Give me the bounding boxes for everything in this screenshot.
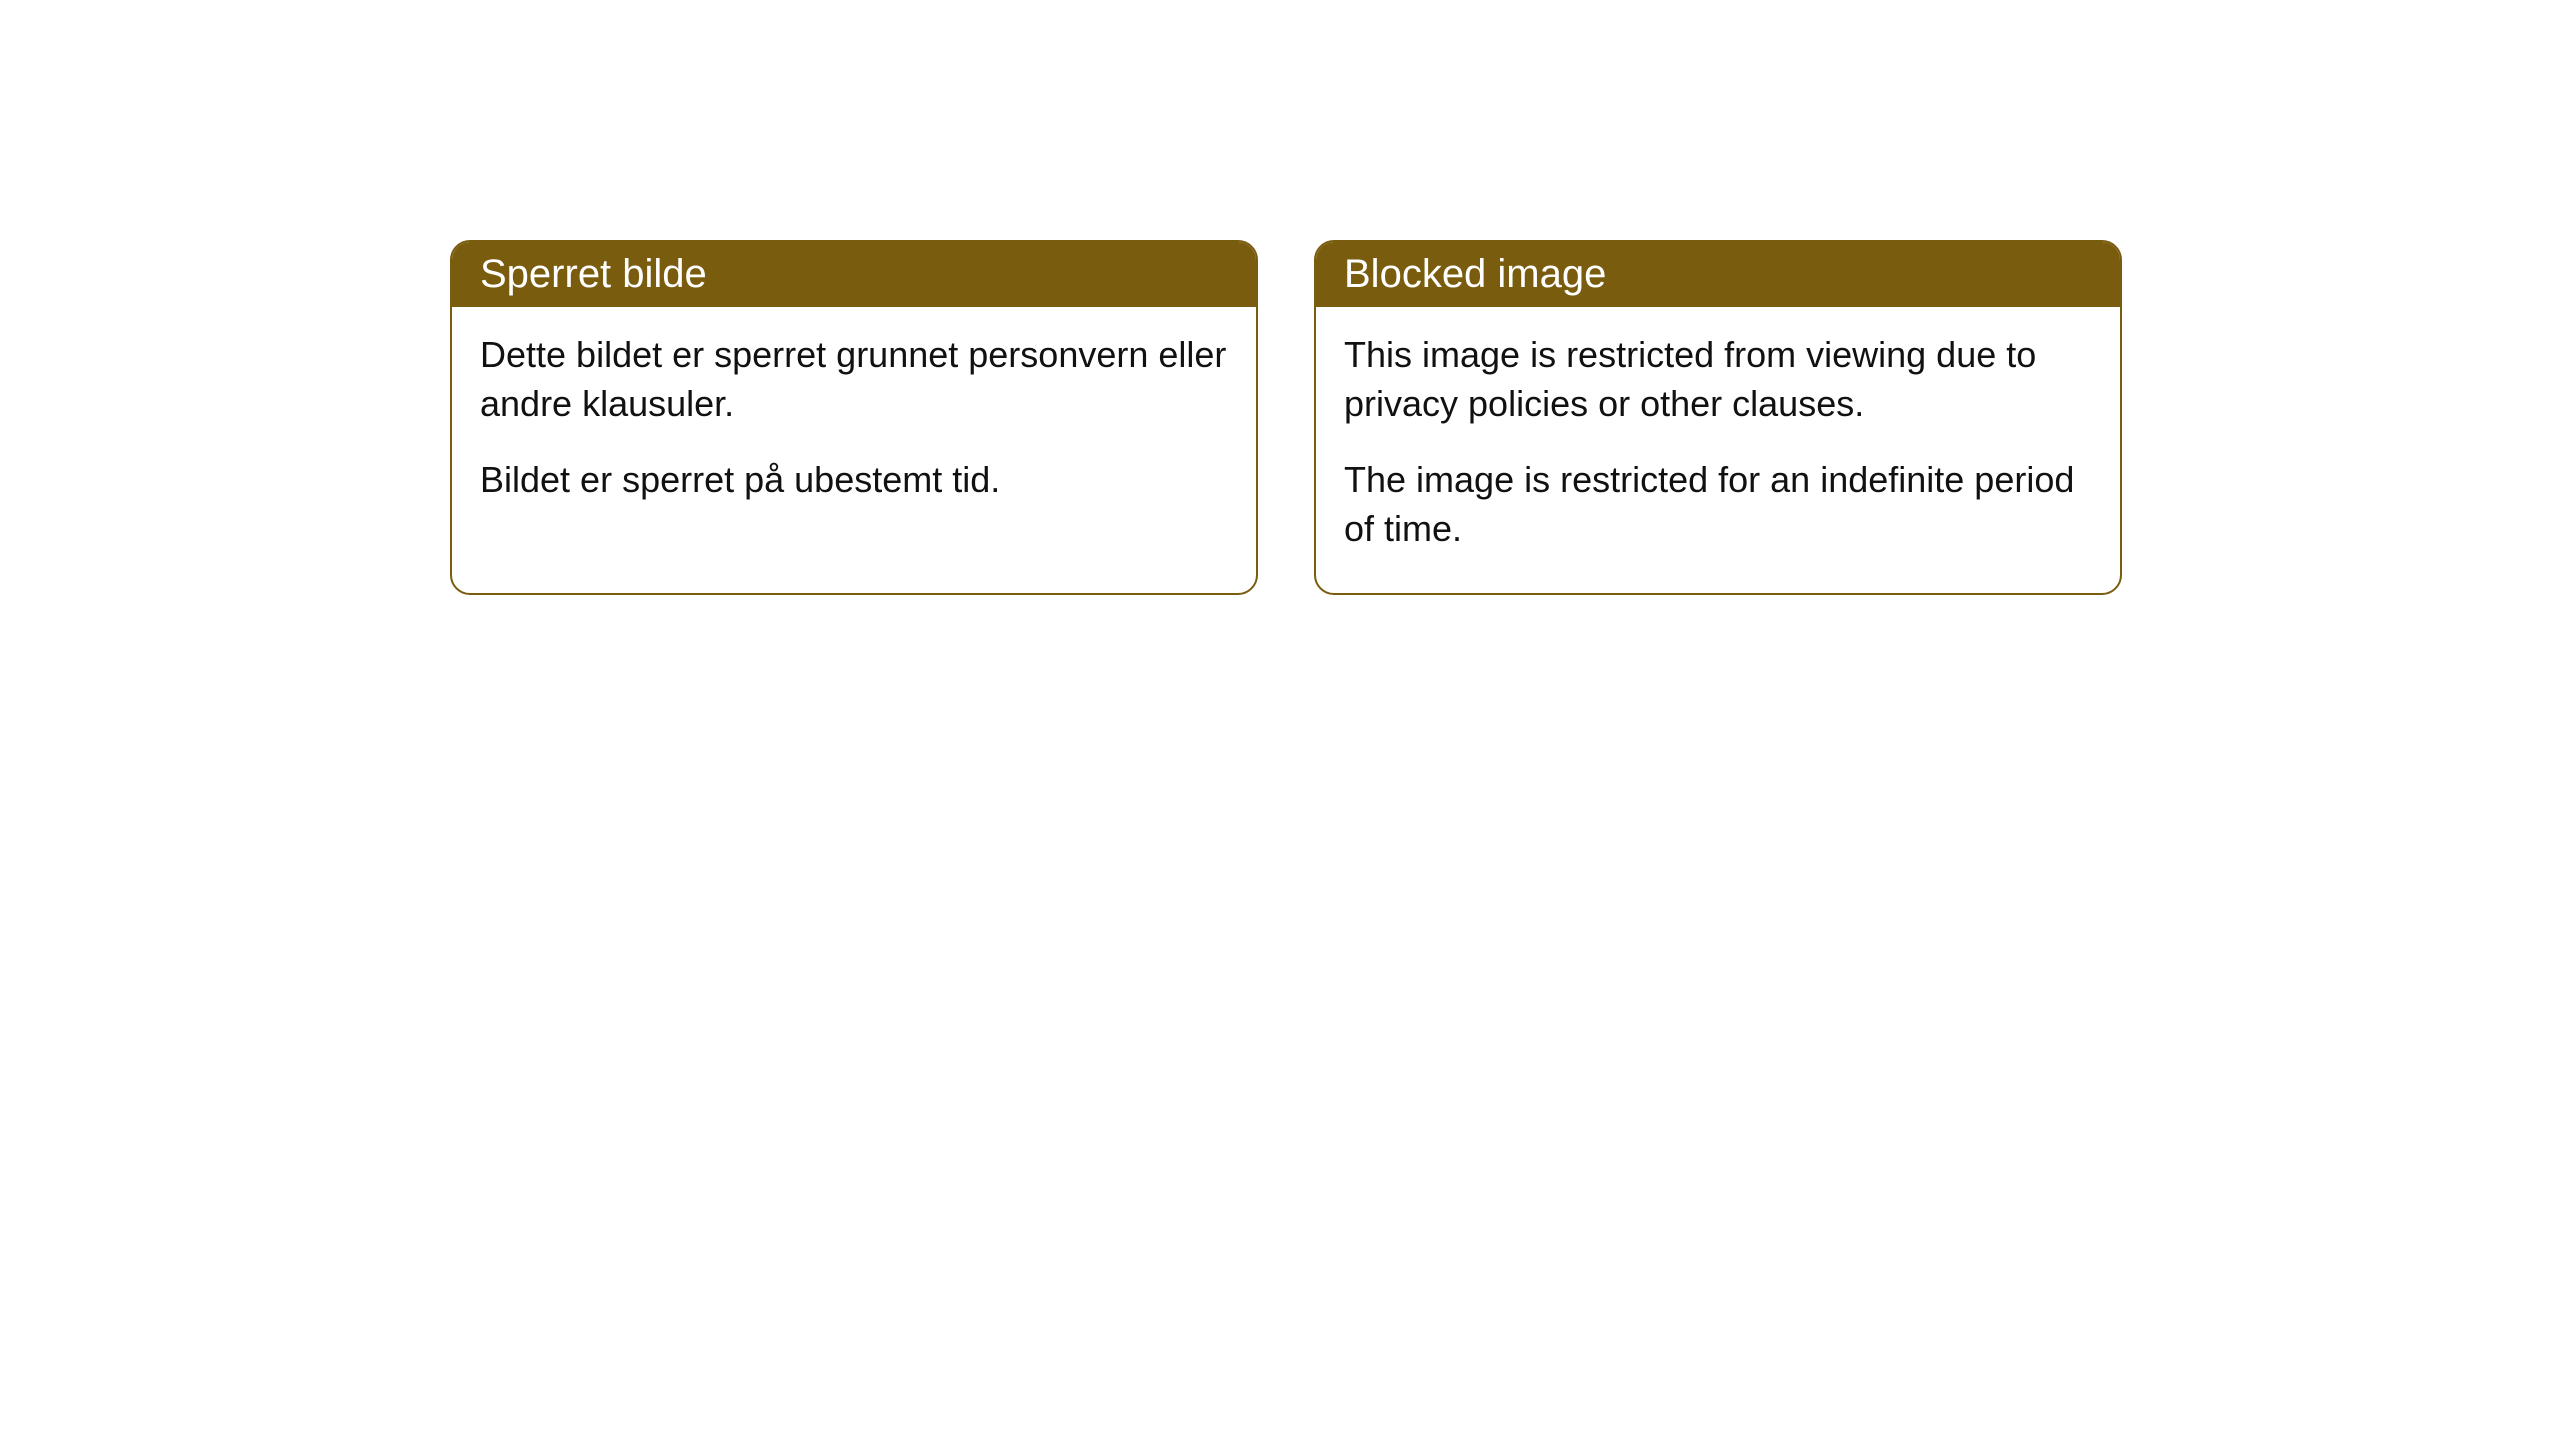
card-paragraph: The image is restricted for an indefinit… (1344, 456, 2092, 553)
card-header-english: Blocked image (1316, 242, 2120, 307)
card-header-norwegian: Sperret bilde (452, 242, 1256, 307)
notice-card-english: Blocked image This image is restricted f… (1314, 240, 2122, 595)
notice-cards-container: Sperret bilde Dette bildet er sperret gr… (450, 240, 2122, 595)
card-title: Sperret bilde (480, 252, 707, 296)
card-title: Blocked image (1344, 252, 1606, 296)
notice-card-norwegian: Sperret bilde Dette bildet er sperret gr… (450, 240, 1258, 595)
card-body-english: This image is restricted from viewing du… (1316, 307, 2120, 593)
card-paragraph: Bildet er sperret på ubestemt tid. (480, 456, 1228, 505)
card-body-norwegian: Dette bildet er sperret grunnet personve… (452, 307, 1256, 545)
card-paragraph: This image is restricted from viewing du… (1344, 331, 2092, 428)
card-paragraph: Dette bildet er sperret grunnet personve… (480, 331, 1228, 428)
